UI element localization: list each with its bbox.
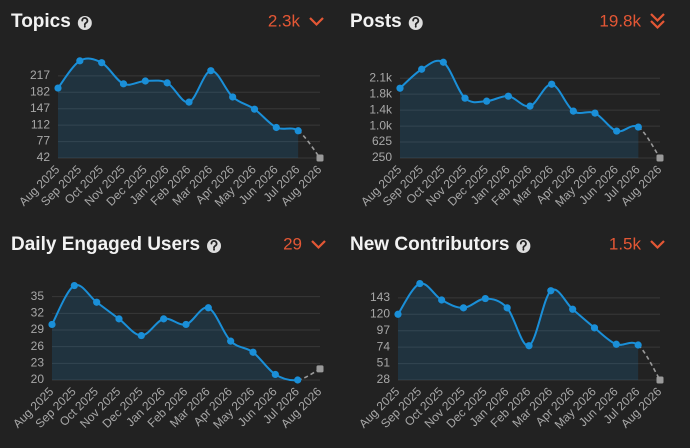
data-point <box>141 77 149 85</box>
y-tick-label: 74 <box>377 339 391 353</box>
data-point <box>119 80 128 88</box>
y-tick-label: 143 <box>370 290 390 304</box>
data-point <box>525 342 533 350</box>
area-fill <box>400 60 639 159</box>
data-point <box>272 123 280 132</box>
data-point <box>137 331 145 340</box>
y-tick-label: 42 <box>37 150 51 164</box>
data-point <box>504 92 512 100</box>
data-point <box>115 315 123 323</box>
data-point <box>656 376 664 384</box>
area-fill <box>52 284 298 381</box>
data-point <box>48 320 56 329</box>
trend-chevron <box>309 17 324 27</box>
summary-value: 2.3k <box>268 11 301 30</box>
data-point <box>70 281 78 290</box>
data-point <box>656 154 664 162</box>
data-point <box>416 279 424 288</box>
y-tick-label: 1.4k <box>369 102 393 116</box>
data-point <box>591 109 599 117</box>
y-tick-label: 112 <box>31 117 50 131</box>
data-point <box>461 94 469 102</box>
data-point <box>227 337 235 345</box>
data-point <box>503 304 511 312</box>
data-point <box>548 80 556 88</box>
data-point <box>459 304 468 312</box>
data-point <box>612 340 620 348</box>
y-tick-label: 1.8k <box>369 86 393 100</box>
data-point <box>418 65 426 73</box>
data-point <box>249 348 257 356</box>
chart-title: Topics <box>11 11 71 32</box>
y-tick-label: 20 <box>31 372 45 386</box>
help-icon-mark <box>412 17 420 28</box>
summary-value: 1.5k <box>609 234 642 253</box>
trend-chevron <box>650 13 665 23</box>
y-tick-label: 26 <box>31 339 45 353</box>
y-tick-label: 120 <box>370 306 390 320</box>
data-point <box>160 315 168 323</box>
data-point <box>271 370 279 379</box>
y-tick-label: 35 <box>31 289 45 303</box>
help-icon-mark <box>81 17 89 28</box>
data-point <box>569 107 577 115</box>
y-tick-label: 23 <box>31 356 45 370</box>
y-tick-label: 625 <box>372 134 392 148</box>
y-tick-label: 77 <box>37 134 51 148</box>
data-point <box>93 298 101 306</box>
data-point <box>613 127 621 135</box>
data-point <box>396 84 404 92</box>
data-point <box>438 296 446 304</box>
data-point <box>185 98 193 106</box>
data-point <box>294 127 302 135</box>
data-point <box>316 154 324 162</box>
help-icon-mark <box>210 240 218 251</box>
trend-chevron <box>311 240 326 250</box>
data-point <box>526 102 534 110</box>
data-point <box>182 320 190 329</box>
y-tick-label: 29 <box>31 322 45 336</box>
data-point <box>316 365 324 373</box>
data-point <box>229 93 237 101</box>
y-tick-label: 182 <box>30 84 50 98</box>
y-tick-label: 2.1k <box>369 70 393 84</box>
y-tick-label: 28 <box>377 372 391 386</box>
summary-value: 29 <box>283 234 302 253</box>
y-tick-label: 147 <box>30 101 50 115</box>
data-point <box>54 84 62 92</box>
data-point <box>204 304 212 312</box>
y-tick-label: 32 <box>31 306 45 320</box>
data-point <box>547 287 555 295</box>
data-point <box>98 59 106 67</box>
y-tick-label: 97 <box>377 323 391 337</box>
trend-chevron <box>650 240 665 250</box>
trend-chevron <box>650 20 665 30</box>
data-point <box>569 305 577 313</box>
chart-title: Daily Engaged Users <box>11 234 200 255</box>
data-point <box>483 97 491 105</box>
data-point <box>439 58 447 66</box>
area-fill <box>58 58 299 158</box>
y-tick-label: 51 <box>377 356 391 370</box>
data-point <box>76 57 84 65</box>
data-point <box>634 123 642 131</box>
chart-title: Posts <box>350 11 402 32</box>
y-tick-label: 217 <box>30 68 50 82</box>
data-point <box>481 294 489 303</box>
y-tick-label: 1.0k <box>369 118 393 132</box>
data-point <box>590 324 599 332</box>
data-point <box>207 67 215 75</box>
data-point <box>250 105 259 113</box>
data-point <box>294 376 302 384</box>
summary-value: 19.8k <box>599 11 641 30</box>
y-tick-label: 250 <box>372 150 392 164</box>
data-point <box>634 341 642 349</box>
chart-title: New Contributors <box>350 234 509 255</box>
help-icon-mark <box>519 240 527 251</box>
data-point <box>163 79 171 87</box>
data-point <box>394 310 402 318</box>
